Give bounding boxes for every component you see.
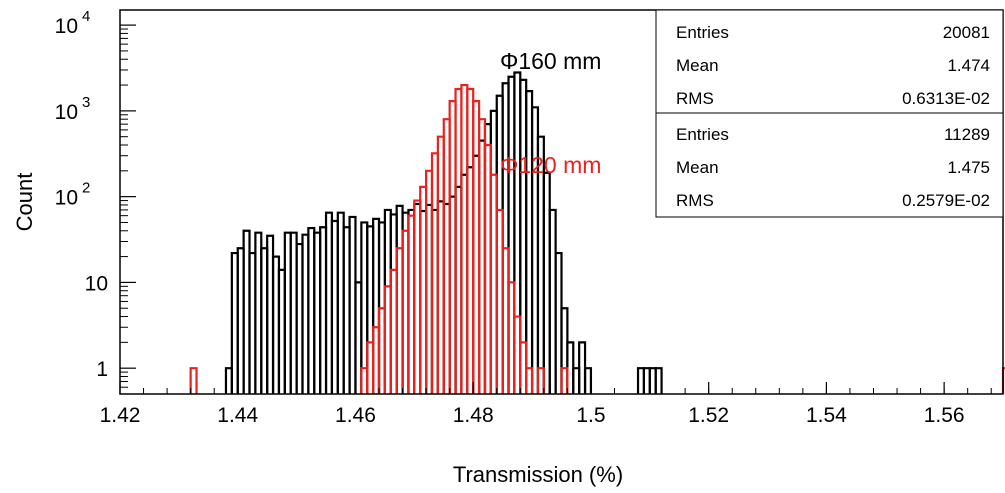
series-label-phi160: Φ160 mm — [500, 48, 601, 74]
series-layer — [189, 71, 1005, 394]
stats-box: Entries 20081 Mean 1.474 RMS 0.6313E-02 … — [655, 9, 1004, 218]
y-tick-label: 10 — [55, 15, 78, 38]
histogram-bin — [560, 367, 569, 394]
stats2-entries-value: 11289 — [944, 125, 990, 144]
series-1 — [189, 83, 1005, 394]
x-tick-label: 1.54 — [806, 404, 847, 427]
stats1-entries-value: 20081 — [943, 23, 990, 42]
y-tick-label: 1 — [96, 358, 108, 381]
histogram-bin — [525, 367, 534, 394]
histogram-bin — [583, 367, 593, 394]
y-tick-label: 10 — [85, 272, 108, 295]
stats2-rms-value: 0.2579E-02 — [902, 191, 990, 210]
x-tick-label: 1.5 — [576, 404, 605, 427]
histogram-bin — [189, 367, 198, 394]
stats1-rms-label: RMS — [676, 89, 714, 108]
y-tick-exponent: 4 — [82, 8, 90, 25]
stats1-rms-value: 0.6313E-02 — [902, 89, 990, 108]
x-tick-label: 1.42 — [100, 404, 141, 427]
stats2-mean-value: 1.475 — [947, 158, 990, 177]
y-tick-label: 10 — [55, 187, 78, 210]
x-tick-label: 1.52 — [688, 404, 729, 427]
histogram-bin — [536, 367, 545, 394]
stats1-entries-label: Entries — [676, 23, 729, 42]
histogram-bin — [654, 367, 663, 394]
x-axis-title: Transmission (%) — [453, 462, 623, 487]
stats2-rms-label: RMS — [676, 191, 714, 210]
y-axis-title: Count — [12, 173, 37, 232]
y-tick-label: 10 — [55, 101, 78, 124]
stats2-entries-label: Entries — [676, 125, 729, 144]
x-tick-label: 1.48 — [453, 404, 494, 427]
y-tick-exponent: 2 — [82, 180, 90, 197]
x-tick-label: 1.46 — [335, 404, 376, 427]
series-label-phi120: Φ120 mm — [500, 152, 601, 178]
stats1-mean-value: 1.474 — [947, 56, 990, 75]
stats1-mean-label: Mean — [676, 56, 719, 75]
x-tick-label: 1.44 — [217, 404, 258, 427]
y-tick-exponent: 3 — [82, 94, 90, 111]
x-tick-label: 1.56 — [924, 404, 965, 427]
stats2-mean-label: Mean — [676, 158, 719, 177]
